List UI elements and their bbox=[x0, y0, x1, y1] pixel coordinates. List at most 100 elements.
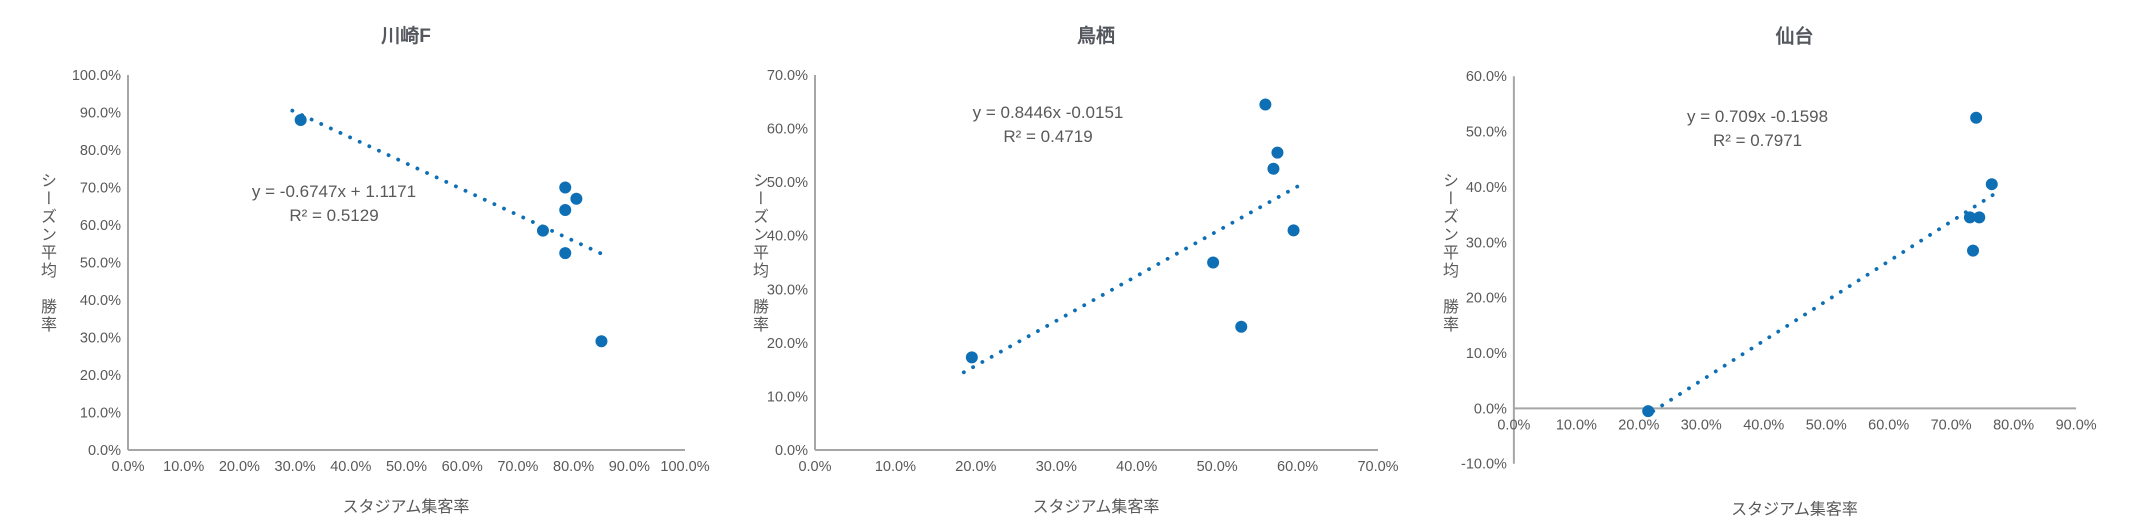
y-tick-label: 30.0% bbox=[80, 331, 121, 347]
data-point bbox=[559, 247, 572, 260]
y-tick-label: 50.0% bbox=[80, 256, 121, 272]
chart-panel-kawasaki-f: 川崎F y = -0.6747x + 1.1171 R² = 0.5129 スタ… bbox=[0, 0, 716, 530]
x-axis-title: スタジアム集客率 bbox=[1731, 501, 1858, 519]
trendline bbox=[961, 184, 1300, 375]
y-tick-label: 60.0% bbox=[1466, 69, 1507, 85]
x-tick-label: 50.0% bbox=[1197, 459, 1238, 475]
plot-layer: 0.0% 10.0% 20.0% 30.0% 40.0% 50.0% 60.0% 70.0% 8… bbox=[72, 68, 710, 475]
data-point bbox=[536, 224, 549, 237]
x-tick-label: 20.0% bbox=[219, 459, 260, 475]
x-tick-label: 0.0% bbox=[1497, 417, 1530, 433]
y-tick-label: 100.0% bbox=[72, 68, 121, 84]
x-tick-label: 40.0% bbox=[1116, 459, 1157, 475]
x-tick-label: 40.0% bbox=[1743, 417, 1784, 433]
plot-layer: 0.0% 10.0% 20.0% 30.0% 40.0% 50.0% 60.0% 70.0% 0… bbox=[767, 68, 1399, 475]
data-point bbox=[294, 114, 307, 126]
data-point bbox=[1271, 146, 1284, 159]
r-squared-value: R² = 0.4719 bbox=[1003, 127, 1092, 146]
data-point bbox=[1963, 211, 1976, 224]
x-tick-label: 60.0% bbox=[1277, 459, 1318, 475]
y-tick-label: 0.0% bbox=[88, 443, 121, 459]
x-tick-label: 40.0% bbox=[330, 459, 371, 475]
y-tick-label: 40.0% bbox=[767, 229, 808, 245]
trendline-equation: y = 0.8446x -0.0151 bbox=[973, 103, 1124, 122]
y-tick-label: 10.0% bbox=[1466, 346, 1507, 362]
x-tick-label: 30.0% bbox=[275, 459, 316, 475]
r-squared-value: R² = 0.7971 bbox=[1713, 131, 1802, 150]
chart-panel-sendai: 仙台 y = 0.709x -0.1598 R² = 0.7971 スタジアム集… bbox=[1432, 0, 2147, 530]
x-tick-label: 10.0% bbox=[163, 459, 204, 475]
data-point bbox=[1259, 98, 1272, 111]
y-tick-label: 70.0% bbox=[80, 181, 121, 197]
x-tick-label: 90.0% bbox=[609, 459, 650, 475]
x-tick-label: 0.0% bbox=[111, 459, 144, 475]
data-point bbox=[1287, 224, 1300, 237]
scatter-plot-kawasaki-f: 川崎F y = -0.6747x + 1.1171 R² = 0.5129 スタ… bbox=[72, 24, 710, 516]
x-tick-label: 0.0% bbox=[798, 459, 831, 475]
data-point bbox=[1235, 320, 1248, 333]
x-tick-label: 80.0% bbox=[553, 459, 594, 475]
x-tick-label: 90.0% bbox=[2056, 417, 2097, 433]
data-point bbox=[1985, 178, 1998, 191]
x-axis-title: スタジアム集客率 bbox=[343, 498, 470, 516]
data-point bbox=[1642, 405, 1655, 418]
data-point bbox=[595, 335, 608, 348]
x-tick-label: 30.0% bbox=[1036, 459, 1077, 475]
data-point bbox=[1973, 211, 1986, 224]
y-tick-label: 50.0% bbox=[767, 175, 808, 191]
x-tick-label: 70.0% bbox=[1931, 417, 1972, 433]
x-tick-label: 50.0% bbox=[386, 459, 427, 475]
y-tick-label: 80.0% bbox=[80, 143, 121, 159]
trendline bbox=[1651, 187, 2004, 414]
y-tick-label: 50.0% bbox=[1466, 125, 1507, 141]
chart-title: 仙台 bbox=[1776, 24, 1814, 47]
y-axis-title: シーズン平均 勝率 bbox=[38, 172, 55, 334]
y-tick-label: 10.0% bbox=[767, 389, 808, 405]
y-tick-label: 40.0% bbox=[1466, 180, 1507, 196]
y-tick-label: 40.0% bbox=[80, 293, 121, 309]
y-tick-label: 20.0% bbox=[1466, 291, 1507, 307]
data-point bbox=[965, 351, 978, 364]
trendline bbox=[290, 108, 607, 257]
x-tick-label: 50.0% bbox=[1806, 417, 1847, 433]
data-point bbox=[559, 204, 572, 216]
x-tick-label: 70.0% bbox=[1357, 459, 1398, 475]
r-squared-value: R² = 0.5129 bbox=[289, 206, 378, 225]
data-point bbox=[1207, 256, 1220, 269]
data-point bbox=[1970, 111, 1983, 124]
y-tick-label: 30.0% bbox=[767, 282, 808, 298]
y-tick-label: 30.0% bbox=[1466, 235, 1507, 251]
data-point bbox=[570, 192, 583, 205]
x-tick-label: 20.0% bbox=[955, 459, 996, 475]
trendline-equation: y = -0.6747x + 1.1171 bbox=[252, 182, 416, 201]
x-tick-label: 10.0% bbox=[1556, 417, 1597, 433]
chart-panel-tosu: 鳥栖 y = 0.8446x -0.0151 R² = 0.4719 スタジアム… bbox=[716, 0, 1432, 530]
y-tick-label: 20.0% bbox=[767, 336, 808, 352]
x-tick-label: 30.0% bbox=[1681, 417, 1722, 433]
x-tick-label: 10.0% bbox=[875, 459, 916, 475]
x-tick-label: 20.0% bbox=[1618, 417, 1659, 433]
y-tick-label: 90.0% bbox=[80, 106, 121, 122]
scatter-plot-tosu: 鳥栖 y = 0.8446x -0.0151 R² = 0.4719 スタジアム… bbox=[767, 24, 1399, 516]
x-tick-label: 60.0% bbox=[442, 459, 483, 475]
y-tick-label: 20.0% bbox=[80, 368, 121, 384]
y-axis-title: シーズン平均 勝率 bbox=[750, 172, 767, 334]
trendline-equation: y = 0.709x -0.1598 bbox=[1687, 107, 1828, 126]
chart-title: 鳥栖 bbox=[1077, 24, 1115, 47]
y-tick-label: 0.0% bbox=[775, 443, 808, 459]
chart-title: 川崎F bbox=[380, 24, 431, 47]
x-axis-title: スタジアム集客率 bbox=[1033, 498, 1160, 516]
data-point bbox=[1267, 162, 1280, 175]
y-tick-label: 0.0% bbox=[1474, 401, 1507, 417]
y-tick-label: 70.0% bbox=[767, 68, 808, 84]
y-tick-label: 60.0% bbox=[767, 122, 808, 138]
y-tick-label: 60.0% bbox=[80, 218, 121, 234]
scatter-plot-sendai: 仙台 y = 0.709x -0.1598 R² = 0.7971 スタジアム集… bbox=[1461, 24, 2097, 519]
x-tick-label: 100.0% bbox=[660, 459, 709, 475]
x-tick-label: 80.0% bbox=[1993, 417, 2034, 433]
data-point bbox=[1967, 244, 1980, 257]
x-tick-label: 60.0% bbox=[1868, 417, 1909, 433]
y-axis-title: シーズン平均 勝率 bbox=[1440, 172, 1457, 334]
data-point bbox=[559, 181, 572, 194]
x-tick-label: 70.0% bbox=[497, 459, 538, 475]
